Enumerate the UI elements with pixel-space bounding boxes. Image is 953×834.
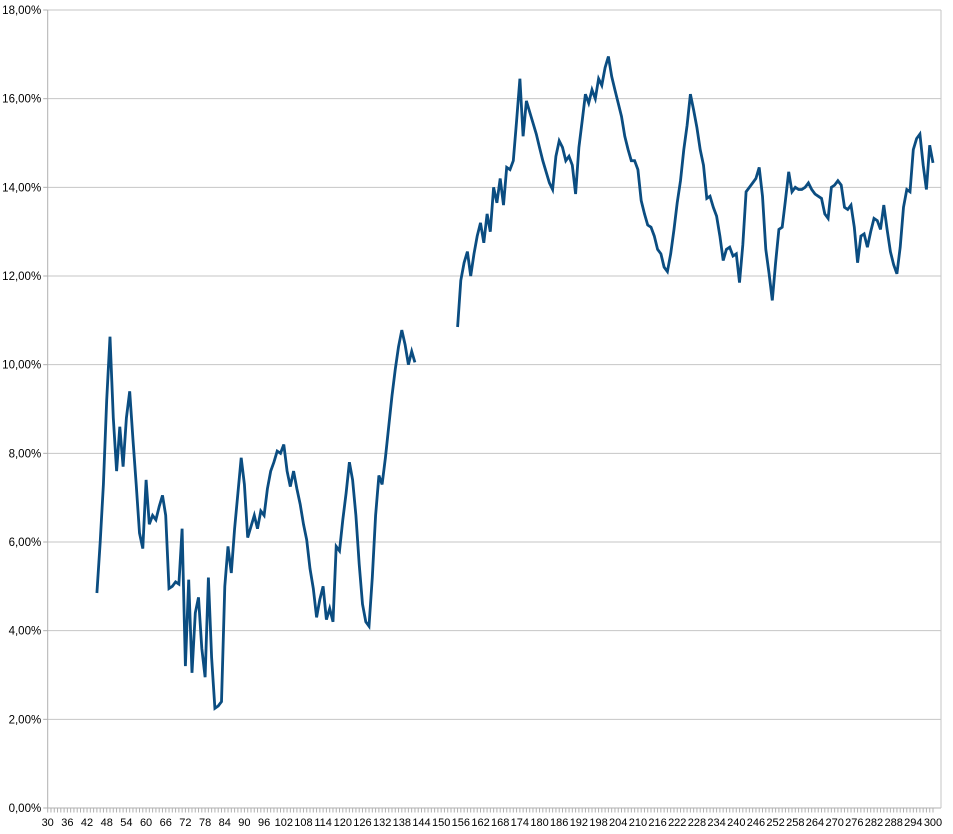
x-axis-label: 144 <box>412 817 430 829</box>
x-axis-label: 132 <box>373 817 391 829</box>
x-axis-label: 180 <box>530 817 548 829</box>
x-axis-label: 120 <box>334 817 352 829</box>
x-axis-label: 234 <box>707 817 725 829</box>
x-axis-label: 60 <box>140 817 152 829</box>
x-axis-label: 240 <box>727 817 745 829</box>
series-lines <box>95 56 935 711</box>
y-axis-label: 8,00% <box>9 448 42 460</box>
x-axis-label: 102 <box>275 817 293 829</box>
gridlines <box>47 9 941 809</box>
x-axis-label: 192 <box>570 817 588 829</box>
x-axis-label: 138 <box>393 817 411 829</box>
y-axis-label: 6,00% <box>9 537 42 549</box>
x-axis-label: 282 <box>865 817 883 829</box>
x-axis-label: 198 <box>589 817 607 829</box>
y-axis-label: 2,00% <box>9 714 42 726</box>
x-axis-label: 30 <box>42 817 54 829</box>
tick-marks <box>43 9 934 813</box>
x-axis-label: 216 <box>648 817 666 829</box>
x-axis-label: 174 <box>511 817 529 829</box>
x-axis-label: 126 <box>353 817 371 829</box>
y-axis-label: 12,00% <box>2 271 41 283</box>
x-axis-label: 66 <box>160 817 172 829</box>
x-axis-label: 90 <box>238 817 250 829</box>
x-axis-label: 150 <box>432 817 450 829</box>
x-axis-label: 264 <box>806 817 824 829</box>
x-axis-label: 36 <box>61 817 73 829</box>
series-line-segment <box>456 56 935 328</box>
x-axis-label: 294 <box>904 817 922 829</box>
x-axis-label: 42 <box>81 817 93 829</box>
y-axis-label: 10,00% <box>2 360 41 372</box>
x-axis-label: 96 <box>258 817 270 829</box>
y-axis-label: 14,00% <box>2 182 41 194</box>
y-axis-label: 4,00% <box>9 626 42 638</box>
x-axis-label: 228 <box>688 817 706 829</box>
x-axis-label: 54 <box>120 817 132 829</box>
x-axis-label: 84 <box>219 817 231 829</box>
x-axis-label: 186 <box>550 817 568 829</box>
x-axis-label: 270 <box>825 817 843 829</box>
x-axis-label: 78 <box>199 817 211 829</box>
x-axis-label: 258 <box>786 817 804 829</box>
x-axis-label: 288 <box>884 817 902 829</box>
x-axis-label: 168 <box>491 817 509 829</box>
x-axis-label: 222 <box>668 817 686 829</box>
series-line-segment <box>95 329 417 711</box>
y-axis-label: 18,00% <box>2 5 41 17</box>
axes <box>47 10 942 809</box>
x-axis-labels: 30 36 42 48 54 60 66 72 78 84 90 96 102 108 114 120 126 1… <box>42 817 943 829</box>
x-axis-label: 276 <box>845 817 863 829</box>
x-axis-label: 252 <box>766 817 784 829</box>
x-axis-label: 204 <box>609 817 627 829</box>
x-axis-label: 108 <box>294 817 312 829</box>
x-axis-label: 156 <box>452 817 470 829</box>
x-axis-label: 114 <box>314 817 332 829</box>
x-axis-label: 300 <box>924 817 942 829</box>
y-axis-label: 16,00% <box>2 94 41 106</box>
x-axis-label: 72 <box>179 817 191 829</box>
x-axis-label: 210 <box>629 817 647 829</box>
x-axis-label: 162 <box>471 817 489 829</box>
x-axis-label: 48 <box>101 817 113 829</box>
x-axis-label: 246 <box>747 817 765 829</box>
y-axis-labels: 0,00% 2,00% 4,00% 6,00% 8,00% 10,00% 12,00% 14,… <box>2 5 41 815</box>
y-axis-label: 0,00% <box>9 803 42 815</box>
